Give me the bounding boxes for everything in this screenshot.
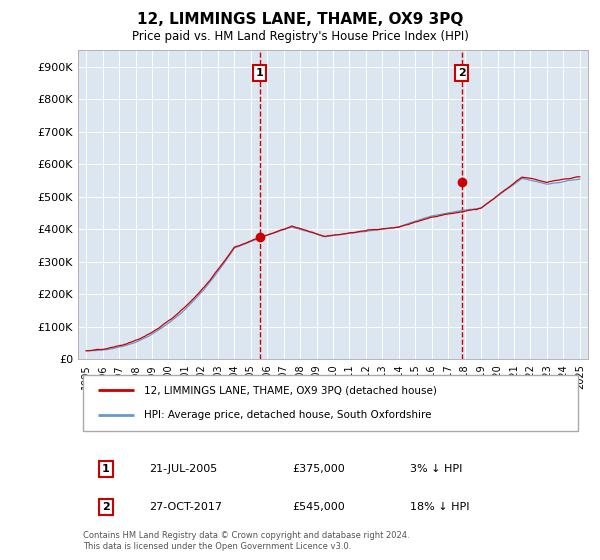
Text: 12, LIMMINGS LANE, THAME, OX9 3PQ (detached house): 12, LIMMINGS LANE, THAME, OX9 3PQ (detac…: [145, 385, 437, 395]
Text: £375,000: £375,000: [292, 464, 345, 474]
Text: £545,000: £545,000: [292, 502, 345, 512]
FancyBboxPatch shape: [83, 375, 578, 431]
Text: 21-JUL-2005: 21-JUL-2005: [149, 464, 218, 474]
Text: 1: 1: [256, 68, 263, 78]
Text: 2: 2: [458, 68, 466, 78]
Text: 27-OCT-2017: 27-OCT-2017: [149, 502, 223, 512]
Text: 12, LIMMINGS LANE, THAME, OX9 3PQ: 12, LIMMINGS LANE, THAME, OX9 3PQ: [137, 12, 463, 27]
Text: Contains HM Land Registry data © Crown copyright and database right 2024.: Contains HM Land Registry data © Crown c…: [83, 531, 410, 540]
Text: HPI: Average price, detached house, South Oxfordshire: HPI: Average price, detached house, Sout…: [145, 410, 432, 421]
Text: 2: 2: [102, 502, 110, 512]
Text: Price paid vs. HM Land Registry's House Price Index (HPI): Price paid vs. HM Land Registry's House …: [131, 30, 469, 43]
Text: 3% ↓ HPI: 3% ↓ HPI: [409, 464, 462, 474]
Text: This data is licensed under the Open Government Licence v3.0.: This data is licensed under the Open Gov…: [83, 543, 352, 552]
Text: 18% ↓ HPI: 18% ↓ HPI: [409, 502, 469, 512]
Text: 1: 1: [102, 464, 110, 474]
